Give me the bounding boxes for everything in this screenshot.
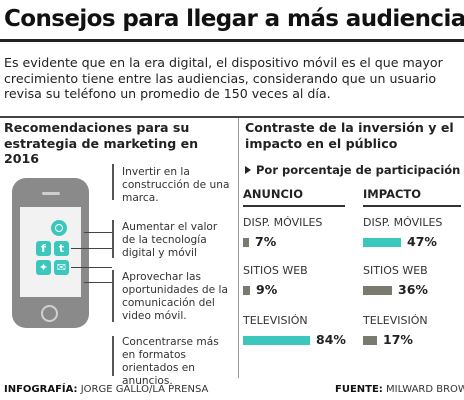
credit-label: INFOGRAFÍA: <box>4 384 78 395</box>
bullet-text: Aumentar el valor de la tecnología digit… <box>122 221 218 259</box>
bullet-text: Invertir en la construcción de una marca… <box>122 166 230 204</box>
message-icon: ✉ <box>54 260 69 275</box>
category-label: DISP. MÓVILES <box>363 216 443 229</box>
facebook-icon: f <box>36 241 51 256</box>
page-title: Consejos para llegar a más audiencias <box>4 6 464 32</box>
category-label: DISP. MÓVILES <box>243 216 323 229</box>
bar <box>363 286 392 295</box>
subheading-text: Por porcentaje de participación <box>256 163 461 177</box>
connector-line <box>84 232 112 233</box>
left-heading: Recomendaciones para su estrategia de ma… <box>4 120 199 166</box>
bullet-marker <box>112 164 114 200</box>
connector-line <box>71 248 112 249</box>
category-label: TELEVISIÓN <box>243 314 308 327</box>
category-label: SITIOS WEB <box>243 264 308 277</box>
bar <box>243 286 250 295</box>
connector-line <box>84 282 112 283</box>
column-header-impacto: IMPACTO <box>363 187 422 201</box>
phone-speaker <box>42 192 60 195</box>
bullet-marker <box>112 220 114 258</box>
bird-icon: ✦ <box>36 260 51 275</box>
bullet-text: Aprovechar las oportunidades de la comun… <box>122 271 228 322</box>
column-rule <box>243 205 345 207</box>
chart-subheading: Por porcentaje de participación <box>245 163 460 177</box>
credit: INFOGRAFÍA: JORGE GALLO/LA PRENSA <box>4 384 208 395</box>
source-label: FUENTE: <box>335 384 383 395</box>
triangle-icon <box>245 166 251 174</box>
bullet-marker <box>112 336 114 376</box>
intro-text: Es evidente que en la era digital, el di… <box>4 55 443 101</box>
phone-home-button <box>41 305 58 322</box>
bar <box>243 336 310 345</box>
twitter-icon: t <box>54 241 69 256</box>
title-rule <box>0 39 464 42</box>
right-heading: Contraste de la inversión y el impacto e… <box>245 120 454 151</box>
category-label: SITIOS WEB <box>363 264 428 277</box>
bar <box>363 238 401 247</box>
source: FUENTE: MILWARD BROWN <box>335 384 464 395</box>
column-header-anuncio: ANUNCIO <box>243 187 303 201</box>
source-value: MILWARD BROWN <box>386 384 464 395</box>
bar-value-label: 47% <box>407 234 437 249</box>
bar-value-label: 9% <box>256 282 278 297</box>
bullet-marker <box>112 270 114 322</box>
bar-value-label: 7% <box>255 234 277 249</box>
bar <box>243 238 249 247</box>
bar-value-label: 17% <box>383 332 413 347</box>
column-divider <box>238 118 239 378</box>
whatsapp-icon <box>51 220 67 236</box>
category-label: TELEVISIÓN <box>363 314 428 327</box>
section-rule <box>0 116 464 118</box>
bar-value-label: 84% <box>316 332 346 347</box>
column-rule <box>363 205 461 207</box>
bar-value-label: 36% <box>398 282 428 297</box>
connector-line <box>71 267 112 268</box>
bar <box>363 336 377 345</box>
bullet-text: Concentrarse más en formatos orientados … <box>122 336 219 387</box>
credit-value: JORGE GALLO/LA PRENSA <box>80 384 209 395</box>
